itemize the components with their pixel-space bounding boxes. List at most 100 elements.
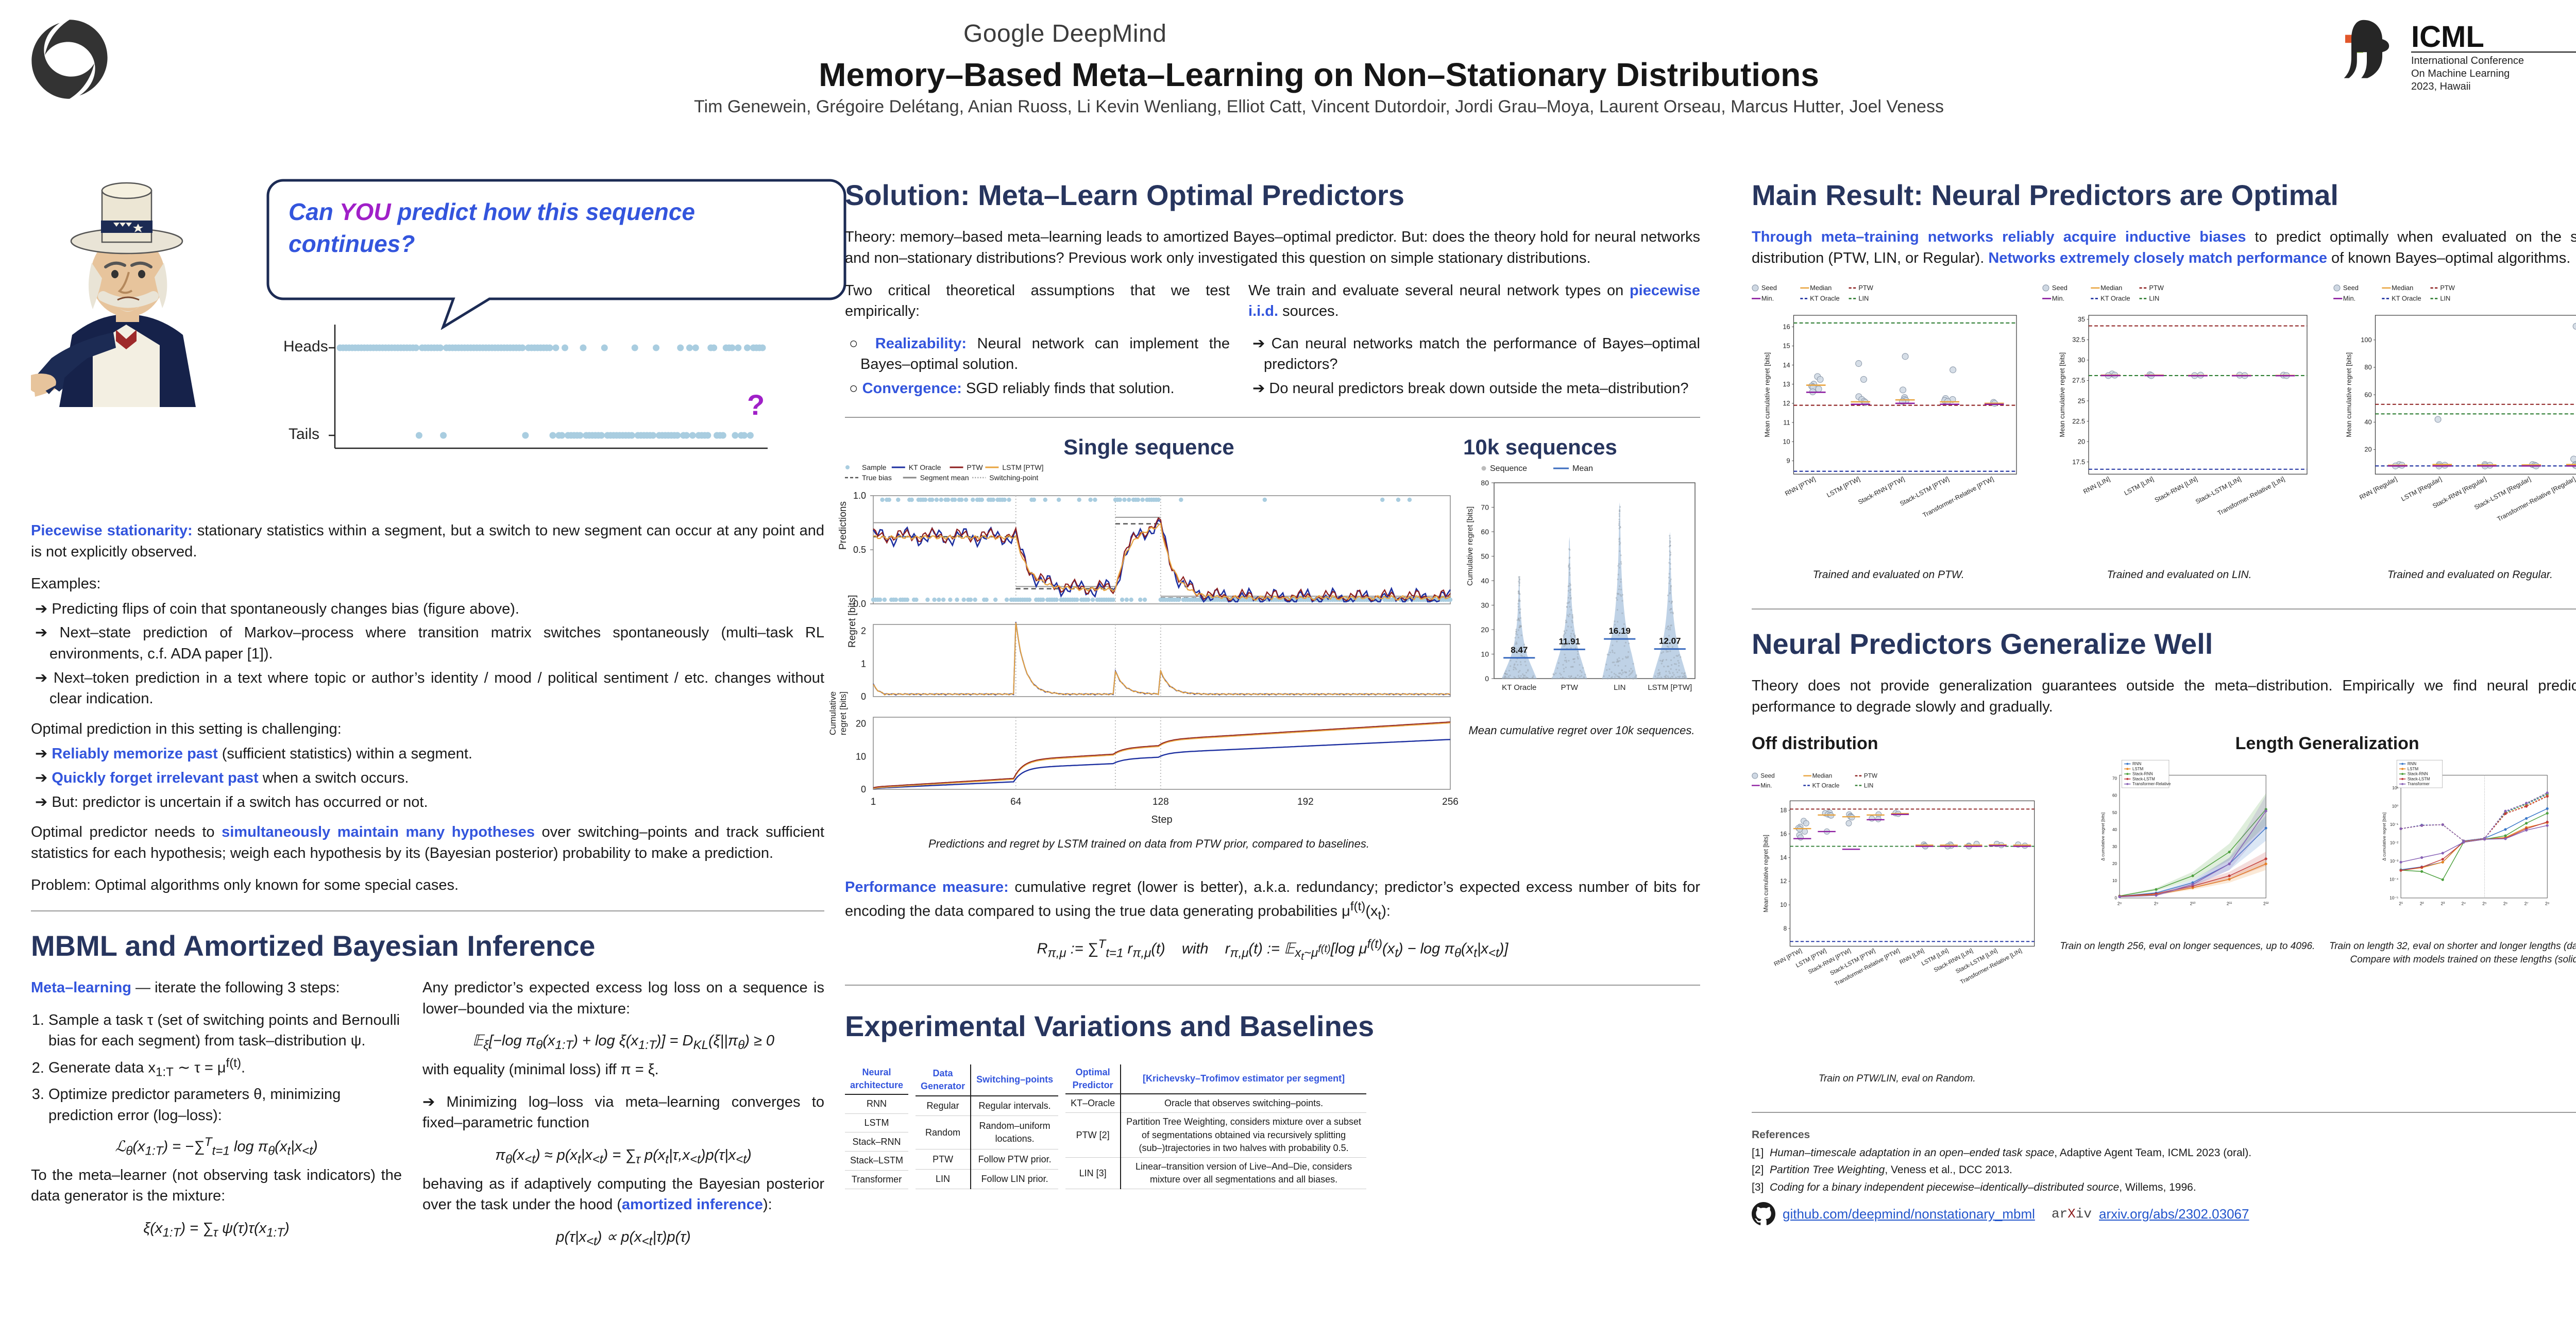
- svg-text:PTW: PTW: [2149, 284, 2164, 292]
- svg-text:Cumulative regret [bits]: Cumulative regret [bits]: [1466, 506, 1475, 586]
- svg-text:17.5: 17.5: [2073, 458, 2086, 465]
- svg-text:2⁸: 2⁸: [2117, 901, 2122, 906]
- svg-text:100: 100: [2361, 336, 2371, 344]
- svg-text:Transformer: Transformer: [2408, 782, 2430, 786]
- svg-text:LIN: LIN: [1864, 782, 1873, 789]
- svg-text:Sequence: Sequence: [1490, 464, 1527, 473]
- svg-text:Stack-RNN: Stack-RNN: [2408, 771, 2428, 776]
- svg-text:10⁻⁵: 10⁻⁵: [2389, 895, 2398, 900]
- svg-text:Transformer-Relative [PTW]: Transformer-Relative [PTW]: [1922, 475, 1995, 519]
- svg-text:40: 40: [1481, 577, 1489, 585]
- svg-text:13: 13: [1783, 380, 1790, 388]
- svg-text:2⁷: 2⁷: [2524, 901, 2529, 906]
- svg-text:KT Oracle: KT Oracle: [1502, 683, 1536, 692]
- svg-text:18: 18: [1780, 807, 1787, 814]
- svg-text:35: 35: [2078, 315, 2085, 323]
- svg-text:2⁴: 2⁴: [2462, 901, 2466, 906]
- svg-text:10: 10: [1481, 650, 1489, 658]
- svg-text:LIN: LIN: [2440, 294, 2450, 302]
- svg-text:Step: Step: [1151, 814, 1172, 825]
- svg-text:12.07: 12.07: [1659, 636, 1681, 646]
- svg-text:regret [bits]: regret [bits]: [838, 691, 848, 735]
- svg-text:Median: Median: [2392, 284, 2413, 292]
- svg-text:Seed: Seed: [2052, 284, 2067, 292]
- svg-text:Transformer-Relative [Regular]: Transformer-Relative [Regular]: [2496, 475, 2576, 522]
- svg-text:Seed: Seed: [1760, 772, 1774, 779]
- svg-text:LSTM [PTW]: LSTM [PTW]: [1002, 463, 1043, 471]
- svg-text:Mean: Mean: [1572, 464, 1593, 473]
- svg-text:LSTM [PTW]: LSTM [PTW]: [1825, 475, 1861, 499]
- svg-text:2⁵: 2⁵: [2482, 901, 2487, 906]
- svg-text:KT Oracle: KT Oracle: [2392, 294, 2421, 302]
- svg-text:?: ?: [747, 388, 765, 421]
- svg-text:2¹: 2¹: [2399, 901, 2403, 906]
- svg-text:11: 11: [1783, 418, 1790, 426]
- svg-text:20: 20: [2078, 437, 2085, 445]
- svg-text:Δ cumulative regret [bits]: Δ cumulative regret [bits]: [2382, 813, 2387, 861]
- svg-text:Stack-RNN [LIN]: Stack-RNN [LIN]: [2154, 475, 2199, 503]
- svg-text:LSTM [LIN]: LSTM [LIN]: [2123, 475, 2155, 497]
- svg-text:Transformer-Relative: Transformer-Relative: [2132, 782, 2171, 786]
- svg-text:10: 10: [856, 752, 866, 762]
- svg-text:Segment mean: Segment mean: [920, 474, 969, 482]
- svg-text:192: 192: [1297, 797, 1314, 807]
- svg-text:30: 30: [1481, 601, 1489, 610]
- svg-text:2⁸: 2⁸: [2545, 901, 2550, 906]
- svg-text:0.5: 0.5: [853, 545, 866, 555]
- svg-text:2¹²: 2¹²: [2263, 901, 2269, 906]
- svg-text:Stack-RNN: Stack-RNN: [2132, 771, 2153, 776]
- svg-text:Seed: Seed: [1761, 284, 1777, 292]
- svg-text:PTW: PTW: [1864, 772, 1878, 779]
- svg-text:20: 20: [2364, 445, 2371, 453]
- svg-text:10⁻³: 10⁻³: [2390, 859, 2399, 864]
- svg-text:60: 60: [2364, 391, 2371, 398]
- svg-text:KT Oracle: KT Oracle: [2101, 294, 2131, 302]
- svg-text:Stack-LSTM: Stack-LSTM: [2132, 776, 2155, 781]
- svg-text:8: 8: [1784, 925, 1787, 932]
- svg-text:Min.: Min.: [1760, 782, 1772, 789]
- svg-text:LSTM [PTW]: LSTM [PTW]: [1648, 683, 1692, 692]
- svg-text:PTW: PTW: [2440, 284, 2455, 292]
- svg-text:Regret [bits]: Regret [bits]: [847, 595, 858, 648]
- svg-text:LSTM: LSTM: [2132, 767, 2143, 771]
- svg-text:64: 64: [1010, 797, 1022, 807]
- svg-text:10: 10: [2112, 878, 2117, 883]
- svg-text:PTW: PTW: [967, 463, 984, 471]
- svg-text:14: 14: [1780, 854, 1787, 861]
- svg-text:1: 1: [861, 659, 866, 669]
- svg-text:16.19: 16.19: [1608, 626, 1631, 636]
- svg-text:2¹¹: 2¹¹: [2227, 901, 2232, 906]
- svg-text:KT Oracle: KT Oracle: [1812, 782, 1840, 789]
- svg-text:27.5: 27.5: [2073, 376, 2086, 384]
- svg-text:30: 30: [2078, 356, 2085, 364]
- svg-text:2²: 2²: [2420, 901, 2424, 906]
- svg-text:8.47: 8.47: [1511, 645, 1528, 655]
- svg-text:Stack-LSTM: Stack-LSTM: [2408, 776, 2430, 781]
- svg-text:2¹⁰: 2¹⁰: [2190, 901, 2196, 906]
- svg-text:Min.: Min.: [2343, 294, 2355, 302]
- svg-text:10⁻²: 10⁻²: [2390, 840, 2399, 845]
- svg-text:RNN [LIN]: RNN [LIN]: [2082, 475, 2111, 495]
- svg-text:Δ cumulative regret [bits]: Δ cumulative regret [bits]: [2100, 813, 2106, 861]
- svg-text:9: 9: [1786, 456, 1790, 464]
- svg-text:50: 50: [1481, 552, 1489, 561]
- svg-text:KT Oracle: KT Oracle: [1810, 294, 1840, 302]
- svg-text:Mean cumulative regret [bits]: Mean cumulative regret [bits]: [2345, 352, 2352, 437]
- svg-text:Median: Median: [2101, 284, 2123, 292]
- svg-text:Median: Median: [1810, 284, 1832, 292]
- svg-text:12: 12: [1783, 399, 1790, 407]
- svg-text:20: 20: [856, 719, 866, 729]
- svg-text:30: 30: [2112, 844, 2117, 849]
- svg-text:80: 80: [2364, 363, 2371, 371]
- svg-text:60: 60: [2112, 793, 2117, 798]
- svg-text:1.0: 1.0: [853, 491, 866, 501]
- svg-text:20: 20: [1481, 625, 1489, 634]
- svg-text:16: 16: [1780, 831, 1787, 837]
- svg-text:LIN: LIN: [2149, 294, 2160, 302]
- svg-text:2³: 2³: [2441, 901, 2445, 906]
- svg-text:Tails: Tails: [289, 426, 319, 443]
- svg-text:2⁹: 2⁹: [2154, 901, 2159, 906]
- svg-text:RNN [Regular]: RNN [Regular]: [2358, 475, 2398, 501]
- svg-text:RNN: RNN: [2132, 762, 2141, 766]
- svg-text:LIN: LIN: [1614, 683, 1625, 692]
